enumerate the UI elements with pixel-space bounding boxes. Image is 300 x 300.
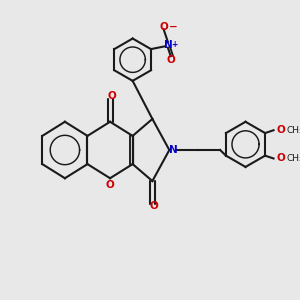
Text: +: + [171,40,178,50]
Text: N: N [164,40,172,50]
Text: O: O [159,22,168,32]
Text: O: O [276,154,285,164]
Text: O: O [149,201,158,212]
Text: O: O [166,56,175,65]
Text: O: O [106,180,114,190]
Text: −: − [169,22,178,32]
Text: O: O [107,92,116,101]
Text: O: O [276,125,285,135]
Text: CH₃: CH₃ [286,126,300,135]
Text: CH₃: CH₃ [286,154,300,163]
Text: N: N [169,145,178,155]
